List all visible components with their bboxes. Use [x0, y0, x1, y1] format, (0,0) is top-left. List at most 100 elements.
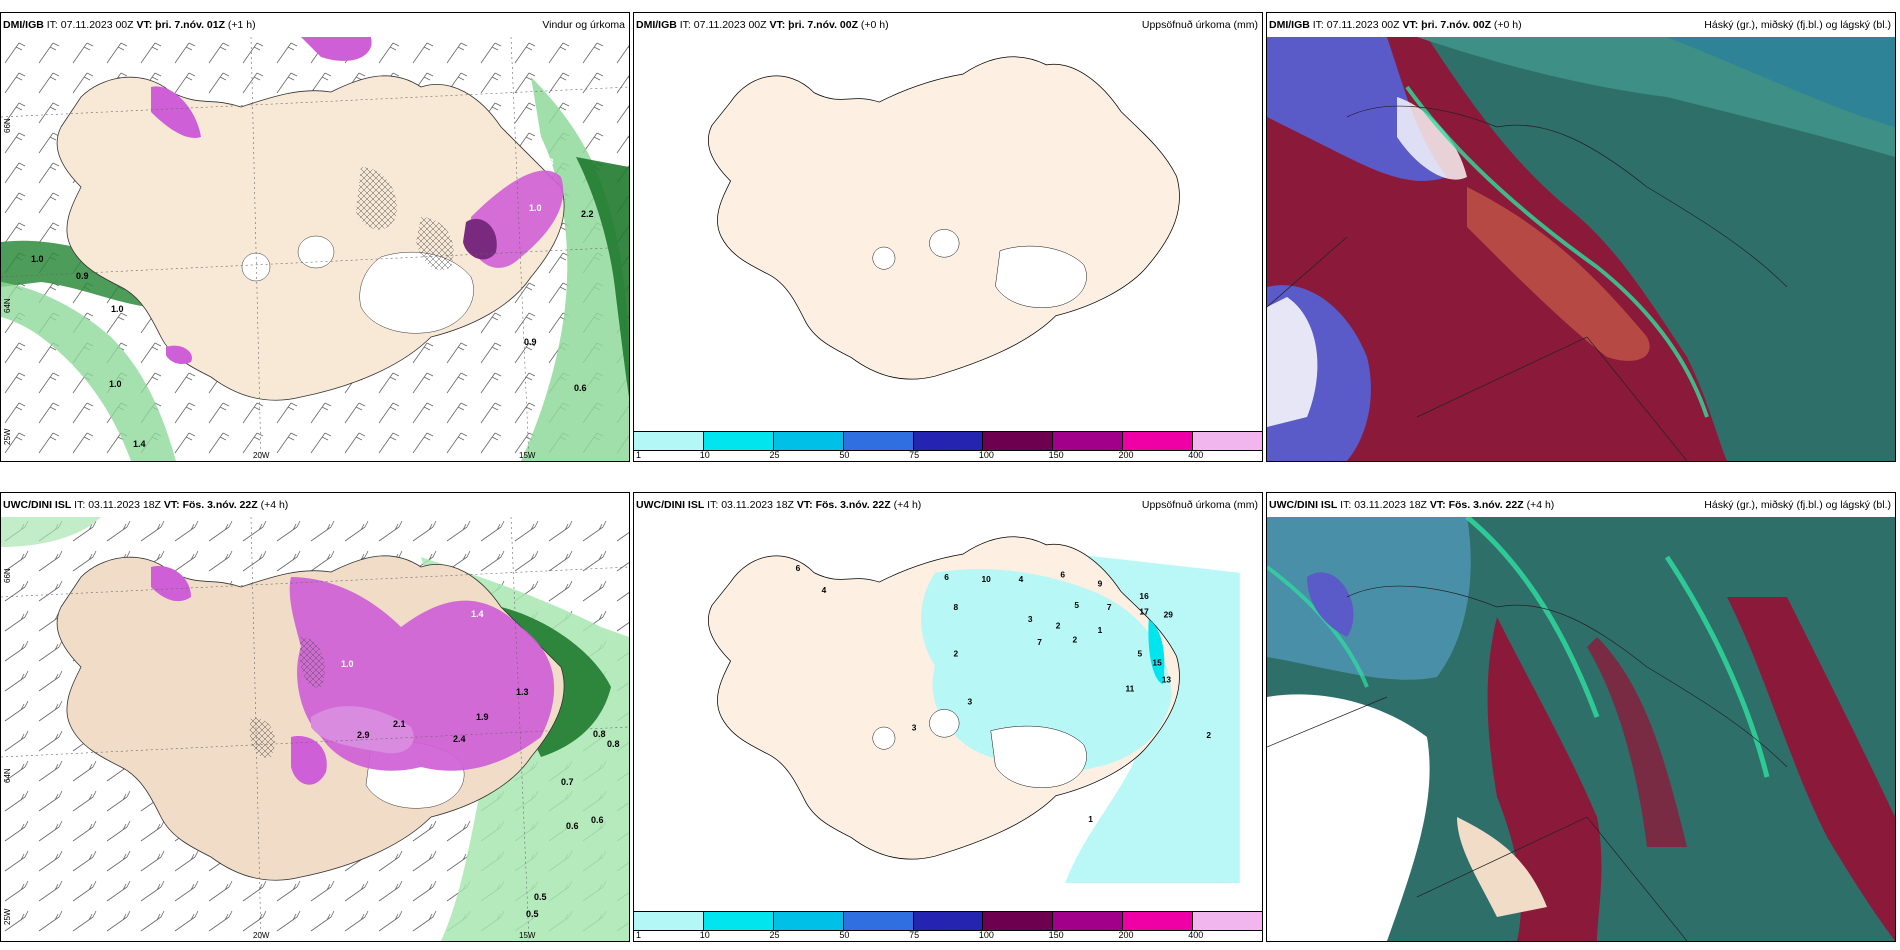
legend-tick: 100 [978, 450, 994, 460]
init-time: 07.11.2023 00Z [60, 19, 134, 31]
panel-header: DMI/IGB IT: 07.11.2023 00Z VT: þri. 7.nó… [1267, 13, 1895, 37]
panel-accum-precip-uwc: UWC/DINI ISL IT: 03.11.2023 18Z VT: Fös.… [633, 492, 1263, 942]
precip-total: 6 [1060, 569, 1065, 579]
init-time: 03.11.2023 18Z [721, 499, 794, 511]
wind-precip-map: 0.8 0.8 0.7 0.6 0.6 0.5 0.5 2.9 1.9 1.3 … [1, 517, 629, 941]
precip-total: 1 [1088, 814, 1093, 824]
init-time: 03.11.2023 18Z [1354, 499, 1427, 511]
legend-swatch [1053, 432, 1124, 450]
lat-label: 25W [3, 428, 12, 445]
precip-total: 13 [1162, 674, 1172, 684]
precip-total: 3 [1028, 614, 1033, 624]
legend-tick: 150 [1048, 450, 1064, 460]
legend-swatch [843, 912, 914, 930]
panel-header: DMI/IGB IT: 07.11.2023 00Z VT: þri. 7.nó… [1, 13, 629, 37]
panel-title: Háský (gr.), miðský (fj.bl.) og lágský (… [1704, 19, 1891, 31]
precip-value: 1.3 [516, 687, 529, 697]
legend-swatch [1123, 432, 1194, 450]
panel-header: UWC/DINI ISL IT: 03.11.2023 18Z VT: Fös.… [634, 493, 1262, 517]
precip-total: 6 [796, 563, 801, 573]
lon-label: 15W [519, 451, 536, 460]
panel-clouds-dmi: DMI/IGB IT: 07.11.2023 00Z VT: þri. 7.nó… [1266, 12, 1896, 462]
legend-swatch [1053, 912, 1124, 930]
precip-total: 5 [1074, 600, 1079, 610]
legend-tick: 100 [978, 930, 994, 940]
accum-precip-map: 6 4 6 10 4 8 6 7 5 9 17 29 16 3 2 2 7 11… [708, 536, 1240, 884]
precip-value: 1.3 [541, 157, 554, 167]
source-label: UWC/DINI ISL [1269, 499, 1338, 511]
source-label: DMI/IGB [3, 19, 44, 31]
precip-value: 2.4 [453, 734, 466, 744]
precip-value: 0.9 [524, 337, 537, 347]
legend-swatch [634, 432, 704, 450]
legend-swatch [1193, 912, 1262, 930]
legend-tick: 10 [699, 450, 710, 460]
valid-time: Fös. 3.nóv. 22Z [815, 499, 891, 511]
legend-tick: 25 [769, 450, 780, 460]
valid-time: þri. 7.nóv. 00Z [1421, 19, 1491, 31]
precip-total: 4 [1019, 574, 1024, 584]
precip-value: 1.4 [471, 609, 484, 619]
precip-value: 1.0 [529, 203, 542, 213]
source-label: UWC/DINI ISL [636, 499, 705, 511]
legend-swatch [843, 432, 914, 450]
lead-time: (+4 h) [260, 499, 289, 511]
legend-tick: 10 [699, 930, 710, 940]
valid-time: Fös. 3.nóv. 22Z [182, 499, 258, 511]
source-label: DMI/IGB [1269, 19, 1310, 31]
panel-accum-precip-dmi: DMI/IGB IT: 07.11.2023 00Z VT: þri. 7.nó… [633, 12, 1263, 462]
legend-swatch [634, 912, 704, 930]
precip-value: 0.5 [526, 909, 539, 919]
precip-total: 2 [1206, 730, 1211, 740]
precip-value: 0.8 [593, 729, 606, 739]
lon-label: 20W [253, 451, 270, 460]
precip-value: 0.8 [607, 739, 620, 749]
precip-total: 6 [944, 572, 949, 582]
precip-value: 0.6 [566, 821, 579, 831]
valid-time: þri. 7.nóv. 01Z [155, 19, 225, 31]
valid-time: Fös. 3.nóv. 22Z [1448, 499, 1524, 511]
panel-title: Uppsöfnuð úrkoma (mm) [1141, 19, 1258, 31]
lat-label: 64N [3, 298, 12, 313]
precip-value: 1.4 [133, 439, 146, 449]
precip-total: 2 [1056, 621, 1061, 631]
legend-tick: 200 [1118, 450, 1134, 460]
init-time: 07.11.2023 00Z [693, 19, 767, 31]
precip-total: 15 [1152, 658, 1162, 668]
precip-total: 7 [1107, 602, 1112, 612]
precip-total: 4 [822, 585, 827, 595]
precip-total: 5 [1138, 648, 1143, 658]
legend-tick: 25 [769, 930, 780, 940]
precip-total: 17 [1139, 607, 1149, 617]
cloud-cover-map [1267, 517, 1895, 941]
precip-value: 0.5 [534, 892, 547, 902]
legend-swatch [913, 912, 984, 930]
precip-total: 9 [1098, 579, 1103, 589]
panel-header: UWC/DINI ISL IT: 03.11.2023 18Z VT: Fös.… [1267, 493, 1895, 517]
panel-header: DMI/IGB IT: 07.11.2023 00Z VT: þri. 7.nó… [634, 13, 1262, 37]
precip-value: 1.0 [109, 379, 122, 389]
precip-total: 11 [1125, 684, 1134, 694]
legend-swatch [773, 912, 844, 930]
precip-value: 0.7 [561, 777, 574, 787]
legend-swatch [983, 432, 1054, 450]
panel-title: Uppsöfnuð úrkoma (mm) [1141, 499, 1258, 511]
precip-total: 3 [912, 723, 917, 733]
precip-total: 10 [981, 574, 991, 584]
legend-tick: 400 [1188, 450, 1204, 460]
lead-time: (+0 h) [860, 19, 889, 31]
legend-swatch [703, 912, 774, 930]
legend-tick: 75 [909, 930, 920, 940]
legend-tick: 200 [1118, 930, 1134, 940]
legend-swatch [983, 912, 1054, 930]
legend-swatch [913, 432, 984, 450]
precip-value: 1.9 [476, 712, 489, 722]
legend-tick: 75 [909, 450, 920, 460]
precip-total: 29 [1164, 609, 1174, 619]
panel-wind-precip-uwc: UWC/DINI ISL IT: 03.11.2023 18Z VT: Fös.… [0, 492, 630, 942]
lead-time: (+4 h) [1526, 499, 1555, 511]
precip-value: 0.6 [574, 383, 587, 393]
panel-title: Háský (gr.), miðský (fj.bl.) og lágský (… [1704, 499, 1891, 511]
precip-value: 1.0 [341, 659, 354, 669]
legend-swatch [1193, 432, 1262, 450]
